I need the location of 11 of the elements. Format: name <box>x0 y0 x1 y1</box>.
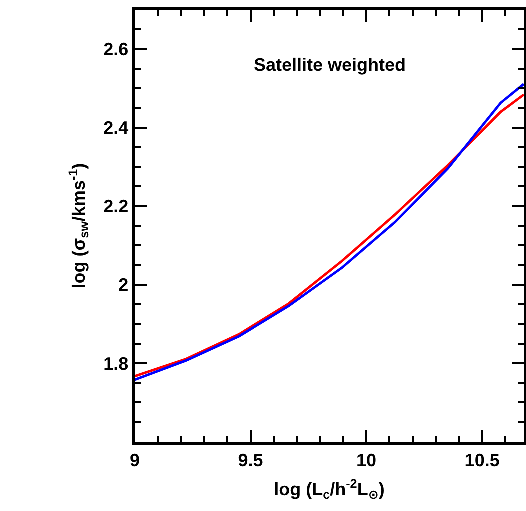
y-tick-label: 1.8 <box>104 354 129 374</box>
y-tick-label: 2.4 <box>104 118 129 138</box>
x-tick-label: 10 <box>356 450 377 470</box>
x-axis-title: log (L$_{c}$/h$^{-2}$L$_{⊙}$) <box>274 476 385 502</box>
y-tick-label: 2.6 <box>104 40 129 60</box>
y-tick-label: 2 <box>118 275 129 296</box>
y-tick-label: 2.2 <box>104 196 129 217</box>
x-tick-label: 10.5 <box>464 450 500 470</box>
annotation: Satellite weighted <box>254 55 406 75</box>
x-tick-label: 9.5 <box>238 450 264 470</box>
x-tick-label: 9 <box>130 450 140 470</box>
